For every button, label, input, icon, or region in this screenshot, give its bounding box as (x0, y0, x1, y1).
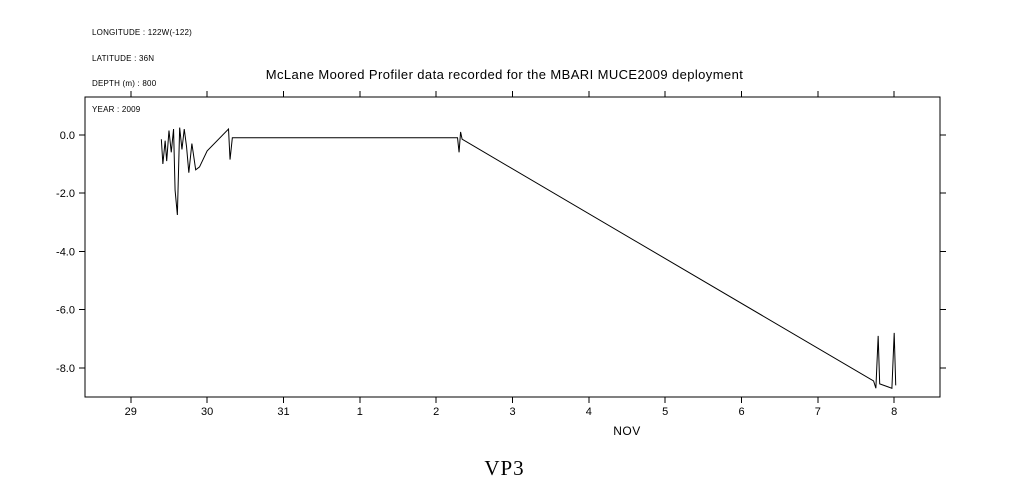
x-tick-label: 8 (891, 406, 897, 418)
profiler-depth-trace (160, 127, 897, 389)
y-tick-label: 0.0 (60, 130, 75, 142)
y-tick-label: -8.0 (56, 363, 75, 375)
footer-label: VP3 (484, 456, 525, 480)
x-tick-label: 6 (738, 406, 744, 418)
metadata-year: YEAR : 2009 (92, 104, 141, 114)
x-tick-label: 3 (509, 406, 515, 418)
chart-title: McLane Moored Profiler data recorded for… (265, 67, 744, 82)
x-tick-label: 2 (433, 406, 439, 418)
x-tick-label: 1 (357, 406, 363, 418)
x-tick-label: 4 (586, 406, 592, 418)
x-tick-label: 5 (662, 406, 668, 418)
x-tick-label: 30 (201, 406, 213, 418)
y-tick-label: -4.0 (56, 246, 75, 258)
y-tick-label: -2.0 (56, 188, 75, 200)
metadata-longitude: LONGITUDE : 122W(-122) (92, 28, 192, 37)
metadata-block: LONGITUDE : 122W(-122) LATITUDE : 36N DE… (92, 12, 192, 131)
x-tick-label: 29 (125, 406, 137, 418)
plot-box (84, 96, 941, 398)
y-tick-label: -6.0 (56, 305, 75, 317)
metadata-depth: DEPTH (m) : 800 (92, 79, 157, 88)
metadata-latitude: LATITUDE : 36N (92, 53, 155, 63)
x-tick-label: 31 (277, 406, 289, 418)
x-axis-label: NOV (613, 424, 641, 438)
x-tick-label: 7 (815, 406, 821, 418)
